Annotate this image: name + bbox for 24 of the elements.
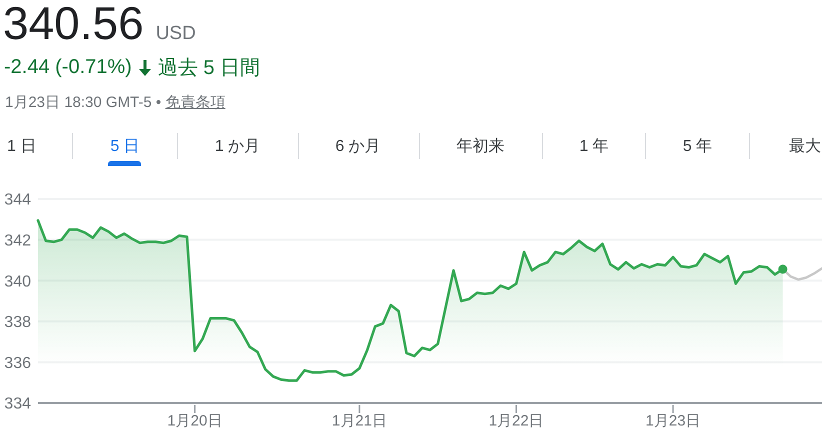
y-tick-label: 336	[4, 354, 32, 372]
y-tick-label: 342	[4, 232, 32, 250]
text: 6 か月	[334, 137, 382, 157]
text: 1 年	[578, 137, 610, 157]
text: 過去 5 日間	[158, 56, 260, 81]
text: 5 年	[682, 137, 714, 157]
text: 5 日	[109, 137, 141, 157]
x-tick-label: 1月22日	[488, 412, 544, 430]
y-tick-label: 334	[4, 396, 32, 413]
x-tick-label: 1月20日	[167, 412, 222, 430]
y-tick-label: 344	[4, 192, 32, 209]
chart-title: 340.56	[3, 0, 144, 50]
text: 1月23日 18:30 GMT-5 •	[5, 94, 162, 111]
text: 年初来	[456, 136, 506, 157]
y-tick-label: 340	[4, 273, 32, 290]
text: 1 日	[7, 137, 38, 157]
text: -2.44 (-0.71%)	[4, 56, 132, 79]
text: 最大	[788, 136, 821, 157]
text: 免責条項	[165, 94, 226, 111]
y-tick-label: 338	[4, 314, 32, 332]
text: USD	[156, 23, 196, 45]
text: 1 か月	[214, 137, 262, 157]
x-tick-label: 1月23日	[646, 412, 701, 430]
x-tick-label: 1月21日	[332, 412, 387, 430]
